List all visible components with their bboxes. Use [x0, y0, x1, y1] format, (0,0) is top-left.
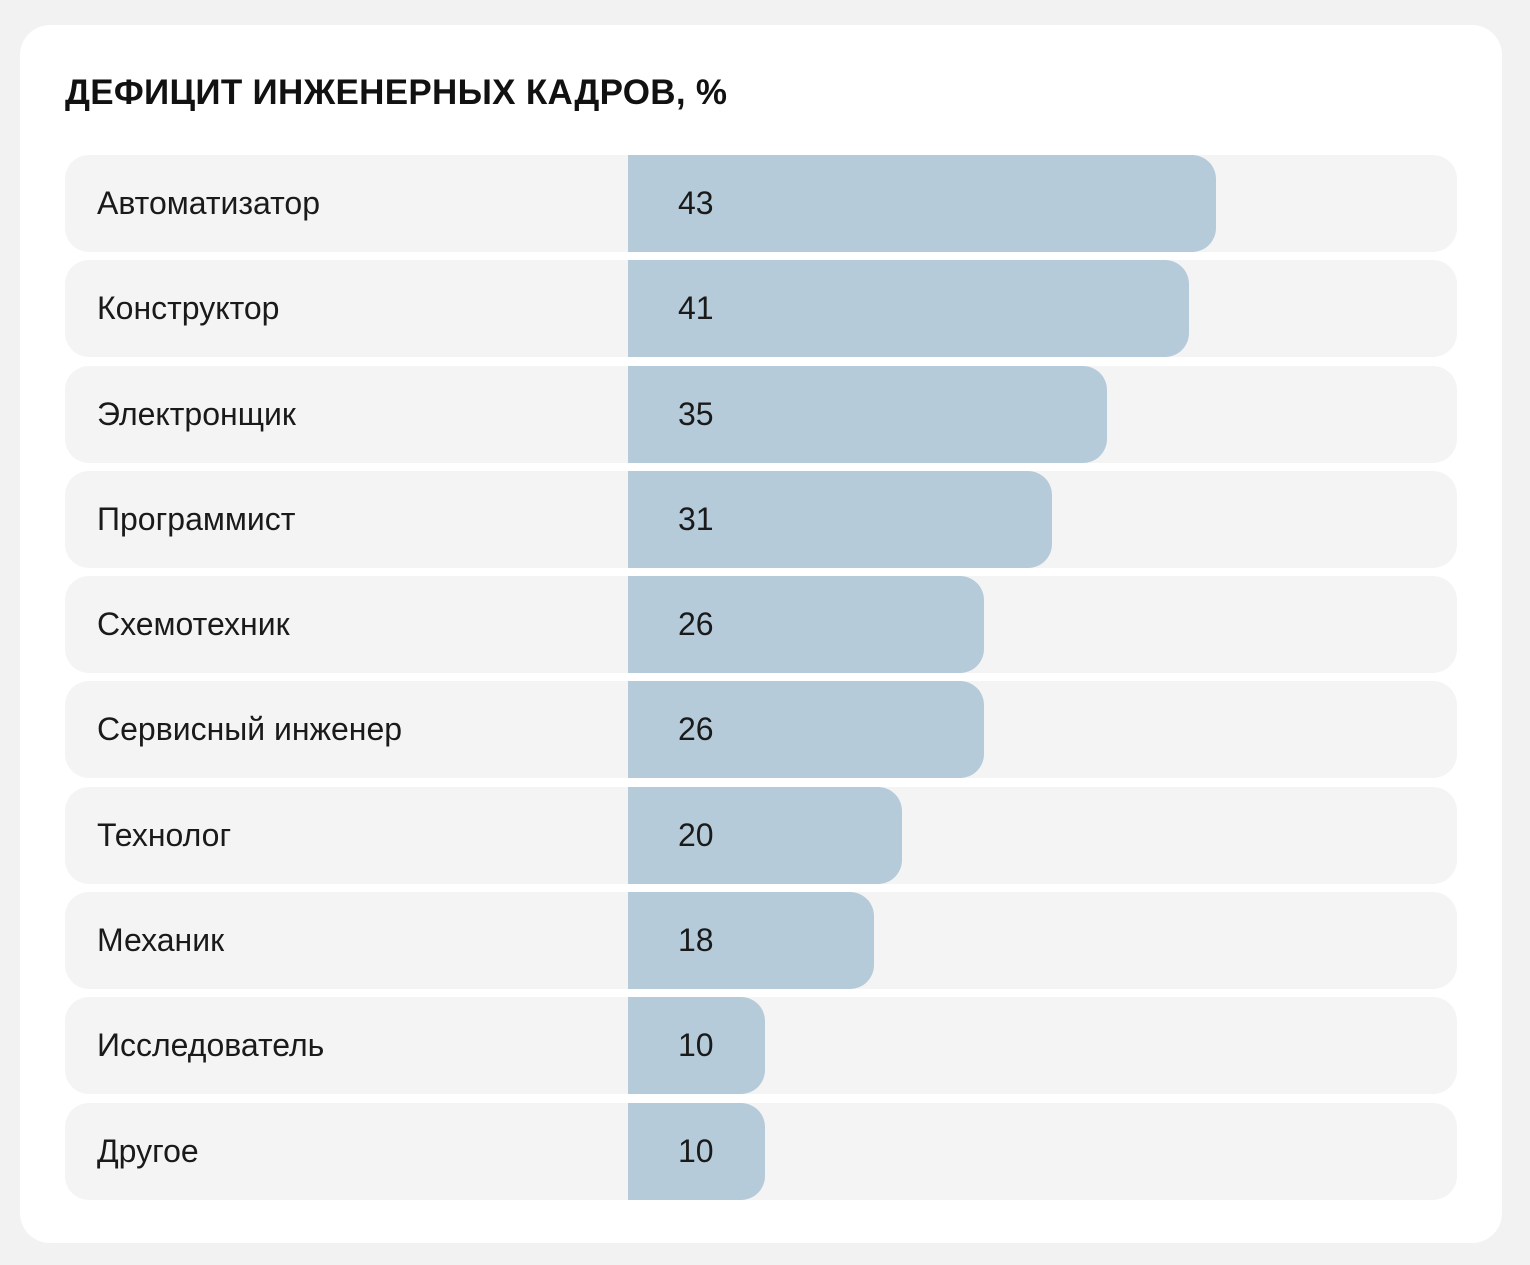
bar-row: Автоматизатор 43 [65, 155, 1457, 252]
category-label: Исследователь [97, 1027, 325, 1064]
bar [628, 997, 765, 1095]
value-label: 41 [678, 290, 714, 327]
bar-row: Электронщик 35 [65, 365, 1457, 463]
value-label: 10 [678, 1132, 714, 1169]
bar [628, 470, 1053, 568]
bar-row: Другое 10 [65, 1102, 1457, 1200]
category-label: Конструктор [97, 290, 280, 327]
value-label: 10 [678, 1027, 714, 1064]
bar [628, 681, 984, 779]
category-label: Автоматизатор [97, 185, 321, 221]
chart-title: ДЕФИЦИТ ИНЖЕНЕРНЫХ КАДРОВ, % [65, 73, 728, 112]
value-label: 18 [678, 922, 714, 959]
value-label: 43 [678, 185, 714, 221]
bar [628, 576, 984, 674]
bar-row: Исследователь 10 [65, 997, 1457, 1095]
bar-row: Конструктор 41 [65, 260, 1457, 358]
bar-row: Технолог 20 [65, 786, 1457, 884]
chart-card: ДЕФИЦИТ ИНЖЕНЕРНЫХ КАДРОВ, % Автоматизат… [20, 25, 1502, 1243]
category-label: Механик [97, 922, 225, 959]
bar-row: Схемотехник 26 [65, 576, 1457, 674]
bar [628, 786, 902, 884]
value-label: 26 [678, 606, 714, 643]
category-label: Другое [97, 1132, 199, 1169]
bar-row: Сервисный инженер 26 [65, 681, 1457, 779]
value-label: 31 [678, 500, 714, 537]
bar [628, 155, 1217, 252]
bar-row: Механик 18 [65, 892, 1457, 990]
bar [628, 365, 1107, 463]
bar [628, 892, 875, 990]
category-label: Сервисный инженер [97, 711, 403, 748]
bar-row: Программист 31 [65, 470, 1457, 568]
value-label: 35 [678, 395, 714, 432]
value-label: 26 [678, 711, 714, 748]
bar [628, 1102, 765, 1200]
bar [628, 260, 1189, 358]
category-label: Электронщик [97, 395, 296, 432]
value-label: 20 [678, 816, 714, 853]
category-label: Технолог [97, 816, 232, 853]
bar-rows: Автоматизатор 43 Конструктор 41 Электронщик 3… [65, 155, 1457, 1208]
category-label: Программист [97, 500, 296, 537]
category-label: Схемотехник [97, 606, 290, 643]
